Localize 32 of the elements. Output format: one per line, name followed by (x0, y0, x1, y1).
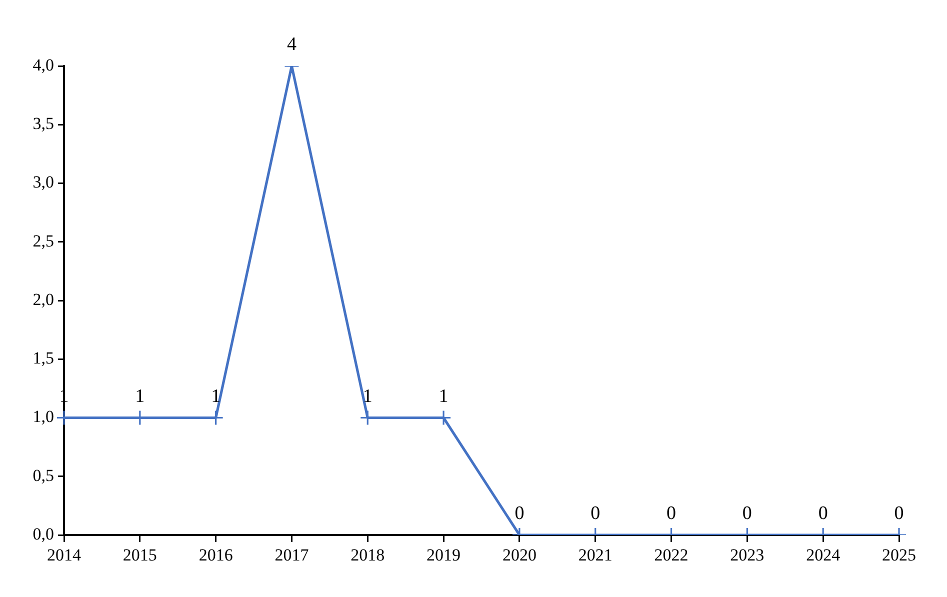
x-tick-label: 2021 (578, 546, 612, 565)
x-tick-label: 2024 (806, 546, 841, 565)
data-label: 1 (211, 386, 221, 407)
data-label: 1 (362, 386, 372, 407)
y-tick-label: 3,5 (32, 114, 54, 134)
x-tick-label: 2016 (198, 546, 233, 565)
data-label: 1 (438, 386, 448, 407)
y-tick-label: 2,0 (32, 290, 54, 309)
y-tick-label: 2,5 (32, 231, 54, 250)
x-tick-label: 2020 (502, 546, 536, 565)
y-tick-label: 1,5 (32, 348, 54, 368)
x-tick-label: 2019 (426, 546, 461, 565)
y-tick-label: 0,5 (32, 466, 54, 485)
x-tick-label: 2023 (730, 546, 764, 565)
data-label: 4 (286, 34, 297, 55)
data-label: 1 (135, 386, 145, 407)
data-label: 0 (818, 503, 828, 524)
y-tick-label: 3,0 (32, 172, 54, 192)
x-tick-label: 2015 (122, 546, 157, 565)
x-tick-label: 2022 (654, 546, 688, 565)
data-label: 0 (742, 503, 752, 524)
y-tick-label: 4,0 (32, 55, 54, 74)
data-label: 0 (514, 503, 524, 524)
x-tick-label: 2025 (882, 546, 916, 565)
x-tick-label: 2014 (47, 546, 82, 565)
data-label: 0 (894, 503, 904, 524)
y-tick-label: 0,0 (32, 524, 54, 544)
x-tick-label: 2017 (274, 546, 310, 565)
data-label: 0 (590, 503, 600, 524)
y-tick-label: 1,0 (32, 407, 54, 426)
x-tick-label: 2018 (350, 546, 385, 565)
data-label: 0 (666, 503, 676, 524)
